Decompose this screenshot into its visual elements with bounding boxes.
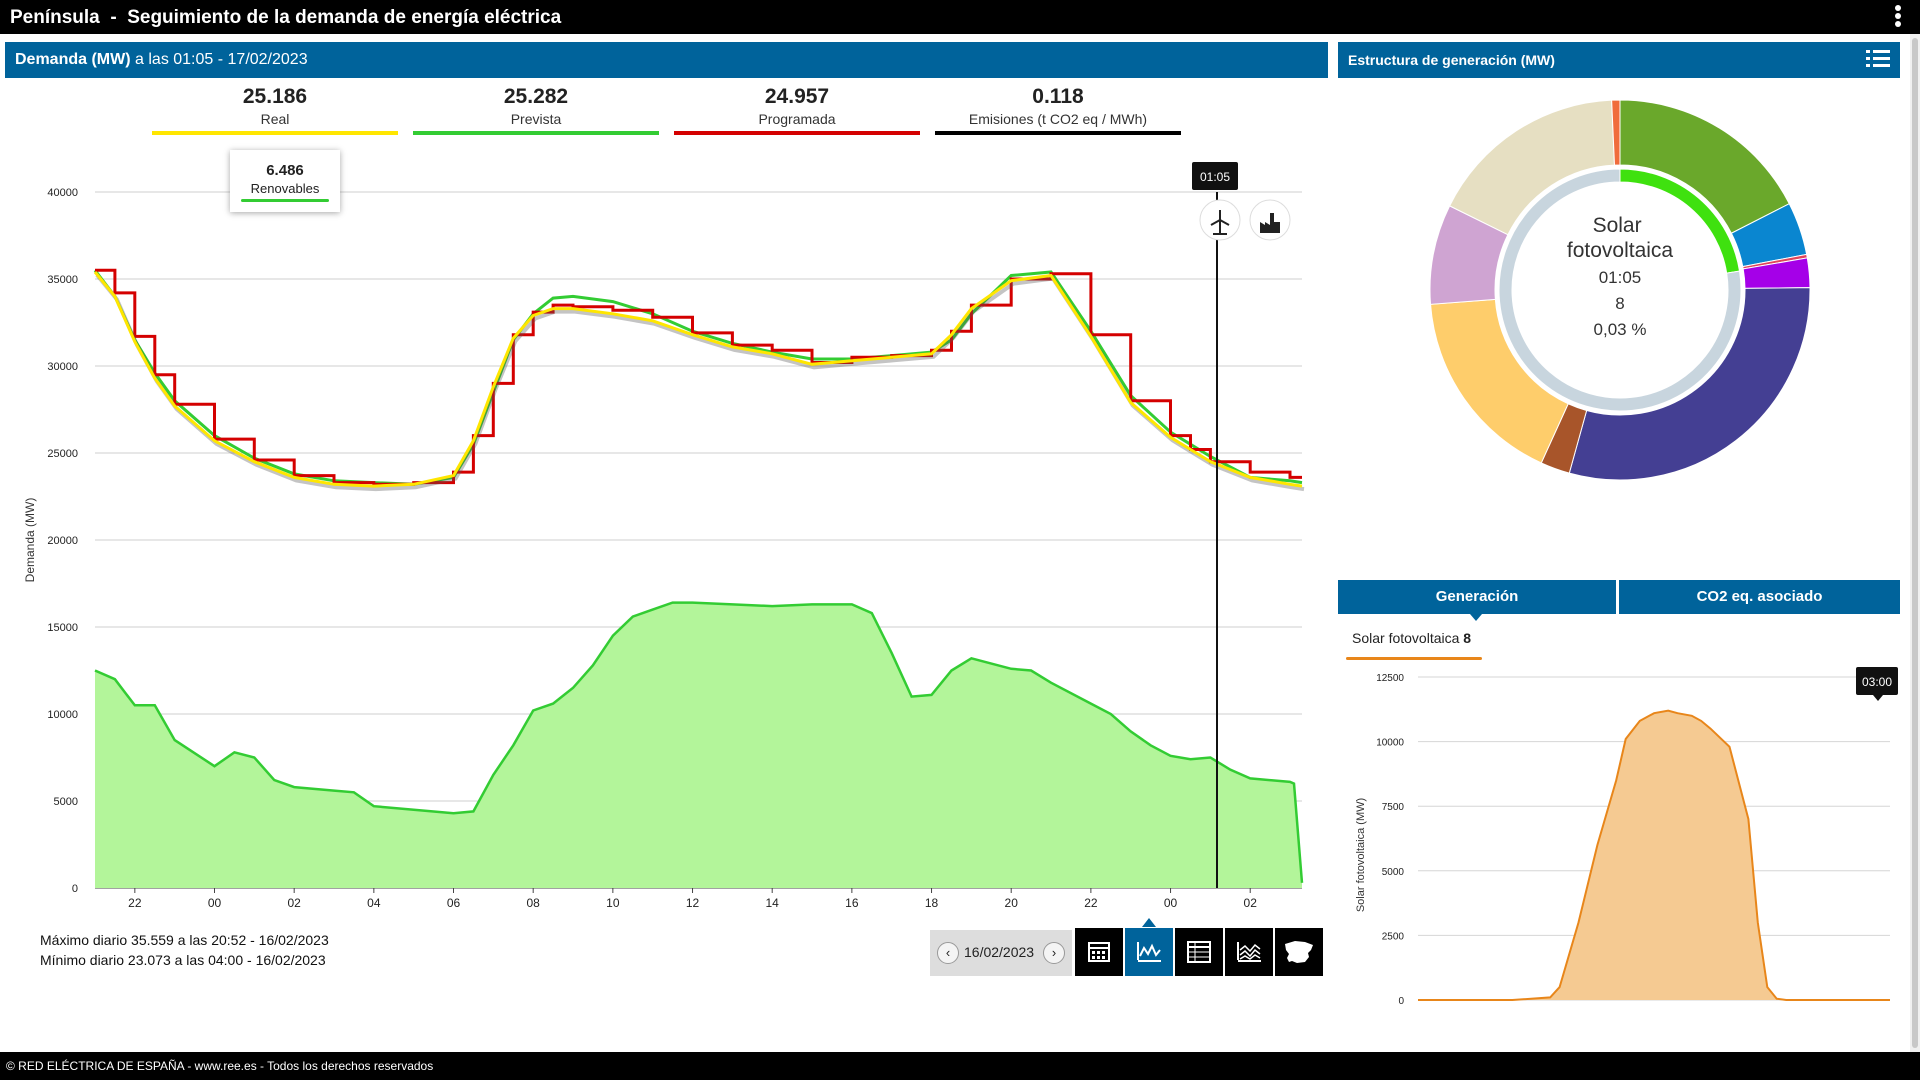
demand-y-tick: 30000 <box>47 361 78 373</box>
active-view-caret <box>1142 918 1156 927</box>
renovables-area <box>95 602 1302 888</box>
solar-cursor-time: 03:00 <box>1862 675 1892 689</box>
footer: © RED ELÉCTRICA DE ESPAÑA - www.ree.es -… <box>0 1052 1920 1080</box>
solar-cursor-tooltip <box>1856 667 1898 695</box>
generation-slice[interactable] <box>1568 287 1810 481</box>
prevista-line <box>93 269 1303 486</box>
factory-icon[interactable] <box>1249 199 1291 241</box>
tab-generacion[interactable]: Generación <box>1338 580 1616 614</box>
cursor-time-label: 01:05 <box>1200 170 1230 184</box>
renovables-line <box>94 601 1304 883</box>
generation-tabs: Generación CO2 eq. asociado <box>1338 580 1900 621</box>
daily-stats: Máximo diario 35.559 a las 20:52 - 16/02… <box>40 930 329 970</box>
page-scrollbar[interactable] <box>1910 34 1920 1052</box>
tab-co2[interactable]: CO2 eq. asociado <box>1619 580 1900 614</box>
demand-x-tick: 10 <box>606 896 620 910</box>
generation-panel-title: Estructura de generación (MW) <box>1348 52 1555 68</box>
programada-line <box>95 268 1302 486</box>
solar-chart[interactable]: 0 2500 5000 7500 10000 12500 Solar fotovoltai… <box>1338 665 1908 1025</box>
demand-y-tick: 15000 <box>47 622 78 634</box>
demand-x-tick: 00 <box>208 896 222 910</box>
demand-x-tick: 08 <box>527 896 541 910</box>
donut-center-pct: 0,03 % <box>1594 320 1647 339</box>
solar-series-label: Solar fotovoltaica 8 <box>1352 630 1472 646</box>
area-chart-icon[interactable] <box>1225 928 1273 976</box>
solar-y-tick: 10000 <box>1376 738 1404 749</box>
calendar-icon[interactable] <box>1075 928 1123 976</box>
donut-center-value: 8 <box>1615 294 1624 313</box>
list-icon[interactable] <box>1866 50 1890 70</box>
cursor-time-tooltip <box>1192 162 1238 190</box>
daily-max: Máximo diario 35.559 a las 20:52 - 16/02… <box>40 932 329 948</box>
app-title: Península - Seguimiento de la demanda de… <box>10 7 562 28</box>
solar-y-tick: 7500 <box>1382 802 1405 813</box>
footer-text: © RED ELÉCTRICA DE ESPAÑA - www.ree.es -… <box>6 1059 434 1073</box>
donut-center-name: Solar fotovoltaica <box>1567 214 1674 262</box>
donut-center-time: 01:05 <box>1599 268 1642 287</box>
renewables-summary[interactable]: 6.486 Renovables <box>230 150 340 212</box>
wind-turbine-icon[interactable] <box>1199 199 1241 241</box>
kpi-real[interactable]: 25.186 Real <box>152 84 398 135</box>
table-icon[interactable] <box>1175 928 1223 976</box>
solar-area <box>1418 710 1890 1000</box>
generation-slice[interactable] <box>1611 99 1621 166</box>
top-bar: Península - Seguimiento de la demanda de… <box>0 0 1920 34</box>
demand-chart[interactable]: 0 5000 10000 15000 20000 25000 30000 35000 40000… <box>0 150 1330 910</box>
generation-panel-header: Estructura de generación (MW) <box>1338 42 1900 78</box>
demand-y-tick: 10000 <box>47 709 78 721</box>
demand-x-tick: 12 <box>686 896 700 910</box>
demand-x-tick: 16 <box>845 896 859 910</box>
line-chart-icon[interactable] <box>1125 928 1173 976</box>
solar-y-tick: 12500 <box>1376 673 1404 684</box>
demand-x-tick: 00 <box>1164 896 1178 910</box>
kpi-prevista[interactable]: 25.282 Prevista <box>413 84 659 135</box>
demand-x-tick: 02 <box>287 896 301 910</box>
solar-y-tick: 5000 <box>1382 867 1405 878</box>
demand-y-tick: 20000 <box>47 535 78 547</box>
active-tab-caret <box>1470 614 1482 621</box>
demand-x-tick: 22 <box>128 896 142 910</box>
date-selector: ‹ 16/02/2023 › <box>930 930 1072 976</box>
demand-panel-title: Demanda (MW) a las 01:05 - 17/02/2023 <box>15 51 308 68</box>
demand-x-tick: 06 <box>447 896 461 910</box>
next-day-button[interactable]: › <box>1043 942 1065 964</box>
real-line <box>93 271 1303 488</box>
kpi-emisiones[interactable]: 0.118 Emisiones (t CO2 eq / MWh) <box>935 84 1181 135</box>
more-options-icon[interactable] <box>1894 4 1902 30</box>
demand-x-tick: 04 <box>367 896 381 910</box>
demand-y-tick: 0 <box>72 883 78 895</box>
demand-y-tick: 5000 <box>54 796 78 808</box>
demand-y-tick: 25000 <box>47 448 78 460</box>
demand-y-axis-label: Demanda (MW) <box>23 498 37 583</box>
daily-min: Mínimo diario 23.073 a las 04:00 - 16/02… <box>40 952 326 968</box>
generation-donut-chart[interactable]: Solar fotovoltaica 01:05 8 0,03 % <box>1430 90 1810 490</box>
demand-x-tick: 02 <box>1244 896 1258 910</box>
demand-x-tick: 22 <box>1084 896 1098 910</box>
spain-map-icon[interactable] <box>1275 928 1323 976</box>
demand-x-tick: 18 <box>925 896 939 910</box>
kpi-programada[interactable]: 24.957 Programada <box>674 84 920 135</box>
solar-line <box>1418 709 1890 1001</box>
solar-series-line <box>1346 657 1482 660</box>
demand-x-tick: 20 <box>1005 896 1019 910</box>
demand-panel-header: Demanda (MW) a las 01:05 - 17/02/2023 <box>5 42 1328 78</box>
solar-y-axis-label: Solar fotovoltaica (MW) <box>1355 798 1367 912</box>
solar-y-tick: 2500 <box>1382 931 1405 942</box>
date-value[interactable]: 16/02/2023 <box>964 944 1035 960</box>
demand-y-tick: 35000 <box>47 274 78 286</box>
prev-day-button[interactable]: ‹ <box>937 942 959 964</box>
solar-y-tick: 0 <box>1398 996 1404 1007</box>
selected-tech-slice[interactable] <box>1498 168 1742 412</box>
demand-y-tick: 40000 <box>47 187 78 199</box>
demand-x-tick: 14 <box>766 896 780 910</box>
